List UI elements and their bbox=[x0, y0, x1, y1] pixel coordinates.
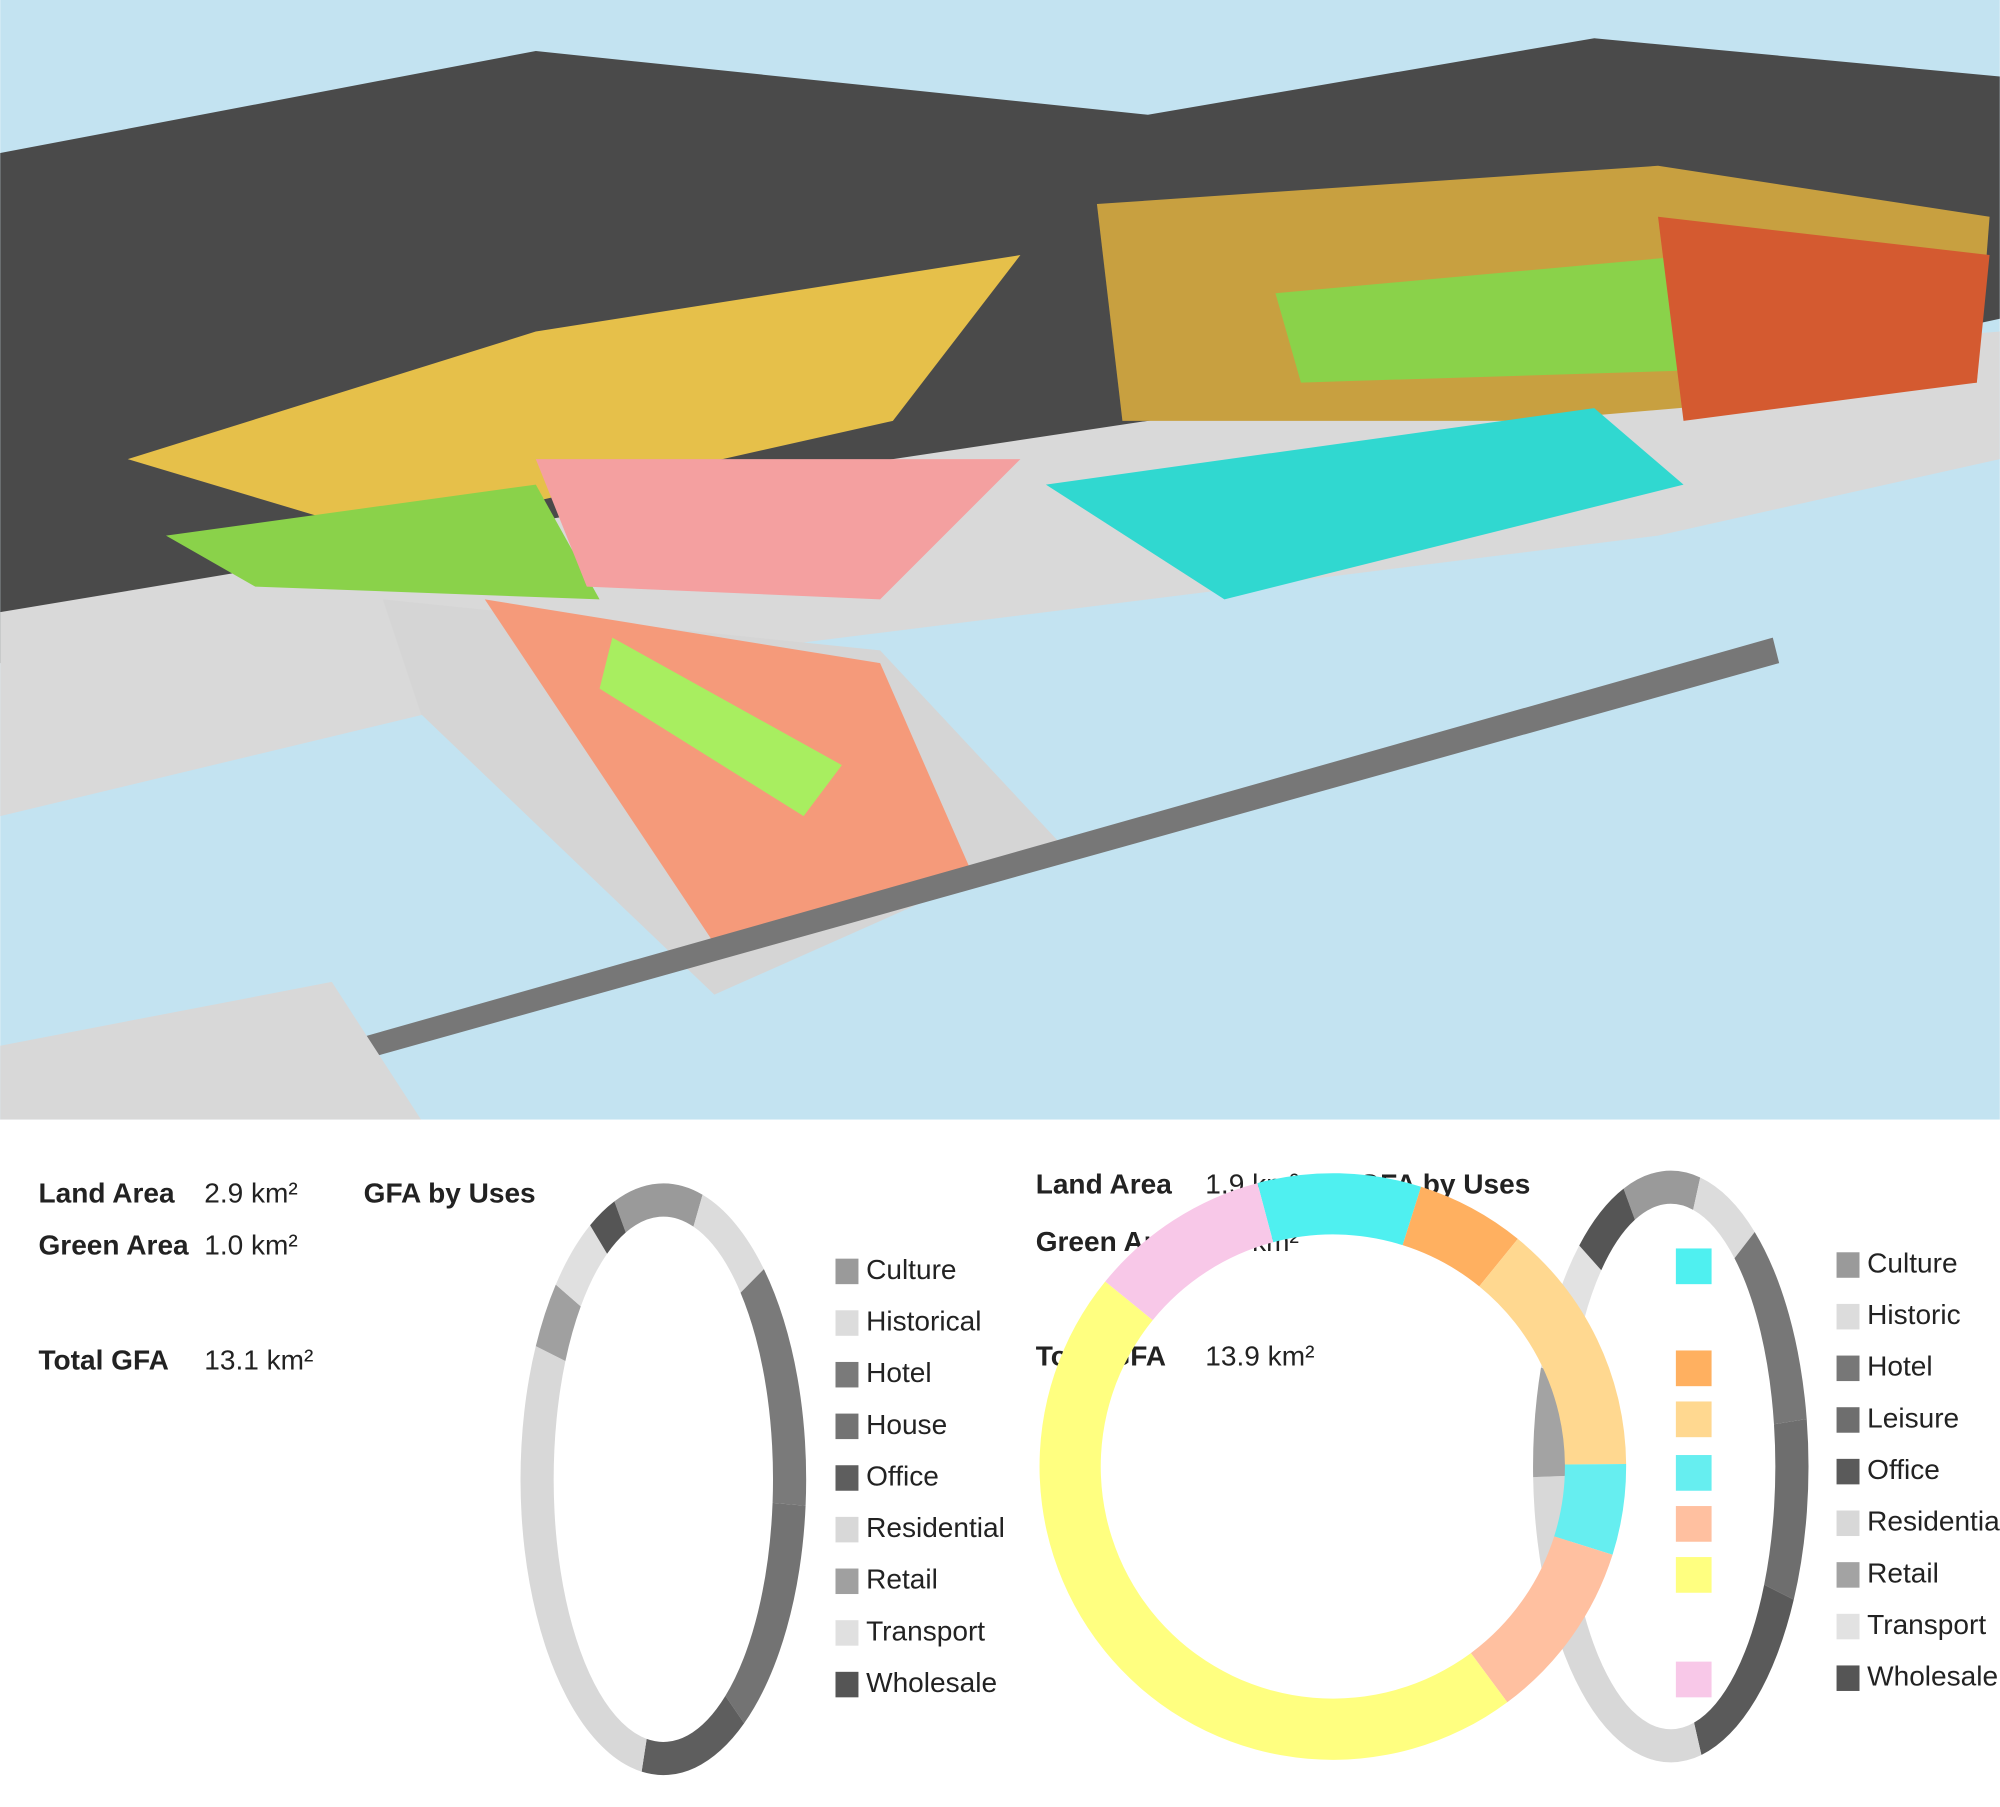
legend-label: Wholesale bbox=[1867, 1661, 1998, 1692]
legend-swatch bbox=[835, 1465, 859, 1491]
stat-value: 13.1 km² bbox=[204, 1344, 313, 1375]
legend-swatch bbox=[835, 1568, 859, 1595]
legend-label: Transport bbox=[866, 1615, 985, 1646]
legend-label: Culture bbox=[866, 1254, 956, 1285]
donut-segment bbox=[535, 1284, 581, 1362]
legend-swatch bbox=[1836, 1458, 1860, 1485]
donut-segment bbox=[1694, 1584, 1794, 1755]
donut-segment bbox=[1039, 1281, 1508, 1760]
district-green bbox=[166, 484, 600, 600]
color-swatch bbox=[1675, 1455, 1712, 1491]
stat-label: Green Area bbox=[38, 1230, 189, 1261]
legend-swatch bbox=[1836, 1407, 1860, 1433]
donut-segment bbox=[693, 1194, 764, 1293]
legend-swatch bbox=[1836, 1252, 1860, 1278]
legend-label: Wholesale bbox=[866, 1667, 997, 1698]
legend-label: Office bbox=[1867, 1454, 1940, 1485]
city-scene bbox=[0, 0, 2000, 1120]
donut-segment bbox=[1105, 1183, 1274, 1321]
color-swatch bbox=[1675, 1661, 1712, 1698]
color-swatch bbox=[1675, 1248, 1712, 1285]
district-green-2 bbox=[1275, 255, 1710, 383]
donut-segment bbox=[1470, 1536, 1613, 1703]
donut-segment bbox=[1479, 1238, 1627, 1465]
color-swatch bbox=[1675, 1350, 1712, 1387]
donut-segment bbox=[1579, 1188, 1635, 1271]
donut-segment bbox=[1554, 1463, 1627, 1555]
donut-segment bbox=[614, 1183, 703, 1233]
donut-segment bbox=[1402, 1186, 1518, 1287]
legend-swatch bbox=[1836, 1355, 1860, 1382]
donut-segment bbox=[1623, 1170, 1701, 1220]
legend-swatch bbox=[835, 1361, 859, 1388]
legend-label: Residential bbox=[866, 1512, 1005, 1543]
legend-swatch bbox=[835, 1671, 859, 1698]
legend-label: Retail bbox=[1867, 1557, 1939, 1588]
chart-title: GFA by Uses bbox=[364, 1177, 536, 1208]
legend-label: Historical bbox=[866, 1305, 981, 1336]
stat-value: 13.9 km² bbox=[1205, 1341, 1314, 1372]
shore bbox=[0, 981, 422, 1120]
stat-label: Land Area bbox=[1036, 1168, 1173, 1199]
color-swatch bbox=[1675, 1557, 1712, 1593]
legend-swatch bbox=[1836, 1613, 1860, 1640]
donut-segment bbox=[641, 1695, 745, 1776]
legend-label: Historic bbox=[1867, 1299, 1961, 1330]
donut-segment bbox=[520, 1346, 647, 1772]
color-swatch bbox=[1675, 1401, 1712, 1438]
legend-swatch bbox=[835, 1258, 859, 1285]
legend-label: Hotel bbox=[1867, 1351, 1932, 1382]
legend-swatch bbox=[835, 1413, 859, 1440]
donut-segment bbox=[590, 1201, 626, 1254]
legend-swatch bbox=[1836, 1510, 1860, 1537]
stat-label: Land Area bbox=[38, 1177, 175, 1208]
donut-segment bbox=[725, 1502, 806, 1724]
stat-value: 2.9 km² bbox=[204, 1177, 298, 1208]
donut-segment bbox=[1257, 1173, 1422, 1246]
bridge bbox=[331, 637, 1780, 1065]
legend-swatch bbox=[1836, 1562, 1860, 1588]
district-pink bbox=[535, 459, 1021, 600]
donut-segment bbox=[1693, 1177, 1755, 1259]
donut-segment bbox=[1764, 1418, 1809, 1600]
color-swatch bbox=[1675, 1506, 1712, 1542]
legend-label: Hotel bbox=[866, 1357, 931, 1388]
legend-swatch bbox=[835, 1516, 859, 1543]
legend-label: Leisure bbox=[1867, 1402, 1959, 1433]
district-cyan bbox=[1045, 408, 1684, 600]
donut-segment bbox=[555, 1225, 608, 1307]
legend-label: Retail bbox=[866, 1564, 938, 1595]
donut-segment bbox=[1734, 1231, 1807, 1425]
legend-swatch bbox=[1836, 1665, 1860, 1691]
stat-label: Total GFA bbox=[38, 1344, 168, 1375]
stat-value: 1.0 km² bbox=[204, 1230, 298, 1261]
legend-swatch bbox=[1836, 1303, 1860, 1330]
legend-swatch bbox=[835, 1620, 859, 1646]
legend-label: Transport bbox=[1867, 1609, 1986, 1640]
stats-panel bbox=[0, 1119, 2000, 1807]
legend-label: Residential bbox=[1867, 1506, 2000, 1537]
legend-label: Culture bbox=[1867, 1247, 1957, 1278]
district-yellow bbox=[127, 255, 1021, 536]
district-park bbox=[599, 637, 842, 817]
donut-segment bbox=[740, 1269, 807, 1506]
legend-swatch bbox=[835, 1310, 859, 1336]
legend-label: Office bbox=[866, 1460, 939, 1491]
legend-label: House bbox=[866, 1409, 947, 1440]
district-red bbox=[1658, 216, 1990, 421]
